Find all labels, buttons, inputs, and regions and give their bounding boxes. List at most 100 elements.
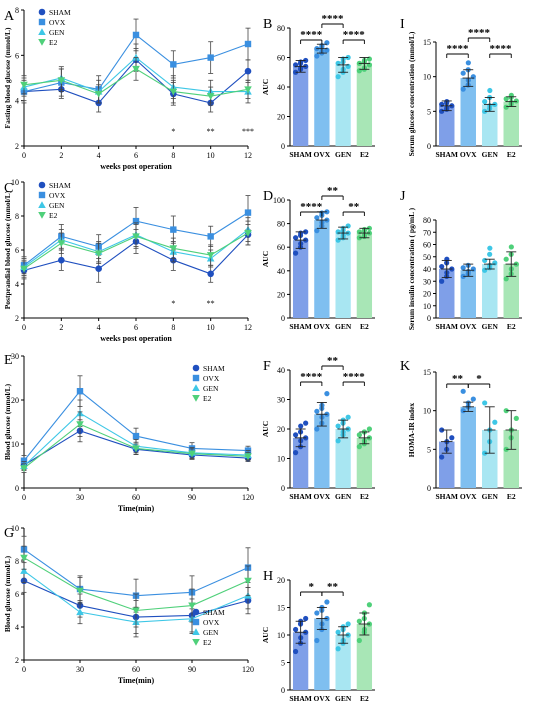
data-point: [356, 618, 362, 624]
data-point: [20, 81, 28, 89]
significance-label: *: [309, 581, 315, 593]
x-tick-label: OVX: [314, 150, 331, 159]
bar: [356, 233, 373, 318]
y-tick-label: 2: [15, 656, 19, 665]
legend-label: GEN: [203, 628, 219, 637]
data-point: [132, 233, 140, 241]
panel-label: B: [263, 17, 272, 32]
data-point: [293, 450, 299, 456]
x-tick-label: OVX: [460, 492, 477, 501]
data-point: [244, 40, 252, 48]
data-point: [492, 419, 498, 425]
significance-label: **: [348, 201, 360, 213]
y-tick-label: 20: [277, 425, 285, 434]
panel-label: H: [263, 569, 273, 584]
series-e2: [20, 57, 252, 106]
x-tick-label: 8: [171, 151, 175, 160]
data-point: [345, 54, 351, 61]
legend-label: OVX: [203, 374, 220, 383]
x-tick-label: 90: [188, 665, 196, 674]
x-tick-label: SHAM: [436, 322, 459, 331]
y-axis-label: AUC: [261, 627, 270, 643]
data-point: [58, 256, 65, 264]
data-point: [38, 201, 46, 208]
x-tick-label: OVX: [460, 322, 477, 331]
data-point: [439, 263, 445, 270]
x-tick-label: 60: [132, 493, 140, 502]
panel-label: G: [4, 526, 14, 541]
data-point: [303, 229, 309, 235]
bar: [292, 66, 309, 146]
data-point: [38, 18, 46, 26]
x-axis-label: weeks post operation: [100, 162, 172, 171]
data-point: [132, 607, 140, 615]
data-point: [192, 628, 200, 635]
y-tick-label: 50: [423, 253, 431, 262]
bar: [335, 429, 351, 488]
x-tick-label: OVX: [314, 694, 331, 703]
panel-label: I: [400, 17, 405, 32]
data-point: [207, 54, 214, 61]
data-point: [366, 225, 372, 231]
legend-label: OVX: [49, 18, 66, 27]
bar: [503, 430, 519, 488]
bar: [292, 632, 309, 690]
data-point: [492, 260, 498, 266]
y-tick-label: 8: [15, 6, 19, 15]
x-tick-label: E2: [507, 492, 516, 501]
data-point: [57, 240, 66, 247]
data-point: [38, 8, 46, 16]
bar: [460, 78, 476, 146]
panel-label: K: [400, 359, 410, 374]
significance-label: ****: [300, 201, 323, 213]
y-axis-label: Serum insulin concentration ( pg/mL ): [407, 207, 416, 330]
data-point: [487, 245, 493, 251]
x-tick-label: GEN: [482, 492, 499, 501]
x-tick-label: 4: [97, 151, 101, 160]
x-tick-label: 10: [207, 323, 215, 332]
x-tick-label: 0: [22, 493, 26, 502]
y-tick-label: 70: [423, 228, 431, 237]
data-point: [465, 60, 471, 66]
data-point: [314, 53, 320, 59]
data-point: [20, 465, 28, 472]
data-point: [482, 257, 488, 264]
data-point: [324, 391, 330, 397]
x-tick-label: SHAM: [436, 150, 459, 159]
data-point: [439, 278, 445, 284]
data-point: [314, 610, 320, 616]
data-point: [335, 74, 341, 80]
legend-label: E2: [203, 638, 212, 647]
significance-label: ****: [447, 43, 470, 55]
bar: [356, 63, 373, 146]
data-point: [188, 602, 196, 610]
data-point: [356, 637, 362, 644]
data-point: [244, 453, 252, 461]
data-point: [207, 270, 214, 278]
y-tick-label: 5: [281, 659, 285, 668]
data-point: [94, 250, 103, 258]
y-tick-label: 80: [277, 220, 285, 229]
y-tick-label: 10: [423, 302, 431, 311]
y-axis-label: Postprandial blood glucose (mmol/L): [3, 190, 12, 309]
data-point: [503, 96, 509, 102]
legend-label: SHAM: [49, 181, 71, 190]
y-tick-label: 10: [11, 178, 19, 187]
data-point: [169, 245, 178, 253]
x-tick-label: GEN: [335, 492, 352, 501]
y-tick-label: 8: [15, 212, 19, 221]
y-axis-label: AUC: [261, 251, 270, 267]
data-point: [20, 567, 28, 574]
bar: [460, 270, 476, 318]
data-point: [244, 86, 252, 94]
significance-label: **: [327, 355, 339, 367]
bar: [482, 430, 498, 488]
legend-label: SHAM: [49, 8, 71, 17]
data-point: [132, 217, 140, 225]
data-point: [503, 104, 509, 110]
data-point: [76, 608, 84, 616]
x-axis-label: weeks post operation: [100, 334, 172, 343]
